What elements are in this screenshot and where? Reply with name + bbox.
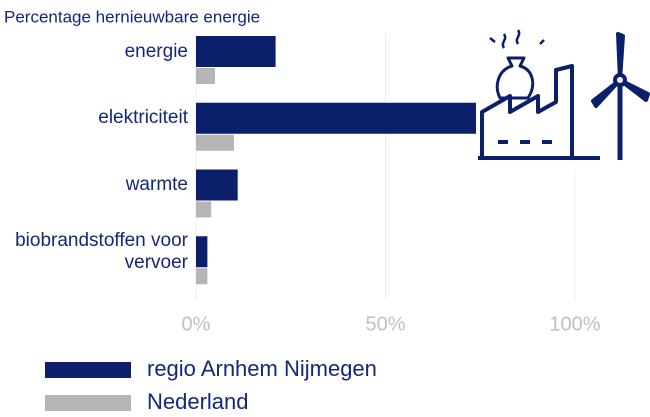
legend-swatch <box>45 395 131 411</box>
legend-label: regio Arnhem Nijmegen <box>147 356 377 381</box>
bar <box>196 102 477 134</box>
legend-label: Nederland <box>147 389 249 414</box>
legend-swatch <box>45 362 131 378</box>
bar <box>196 134 234 151</box>
chart-subtitle: Percentage hernieuwbare energie <box>4 7 260 26</box>
bar <box>196 36 276 67</box>
y-tick-label: warmte <box>125 174 188 195</box>
y-tick-label: elektriciteit <box>98 107 188 129</box>
energy-icon <box>476 29 650 170</box>
bar <box>196 268 208 285</box>
x-tick-label: 0% <box>182 313 211 335</box>
x-tick-label: 50% <box>365 313 405 335</box>
y-tick-label: energie <box>124 40 188 62</box>
x-tick-label: 100% <box>549 313 600 335</box>
bar <box>196 201 212 218</box>
bar <box>196 169 238 201</box>
bar <box>196 68 215 84</box>
bar <box>196 236 208 268</box>
y-tick-label: biobrandstoffen voor vervoer <box>15 229 188 273</box>
